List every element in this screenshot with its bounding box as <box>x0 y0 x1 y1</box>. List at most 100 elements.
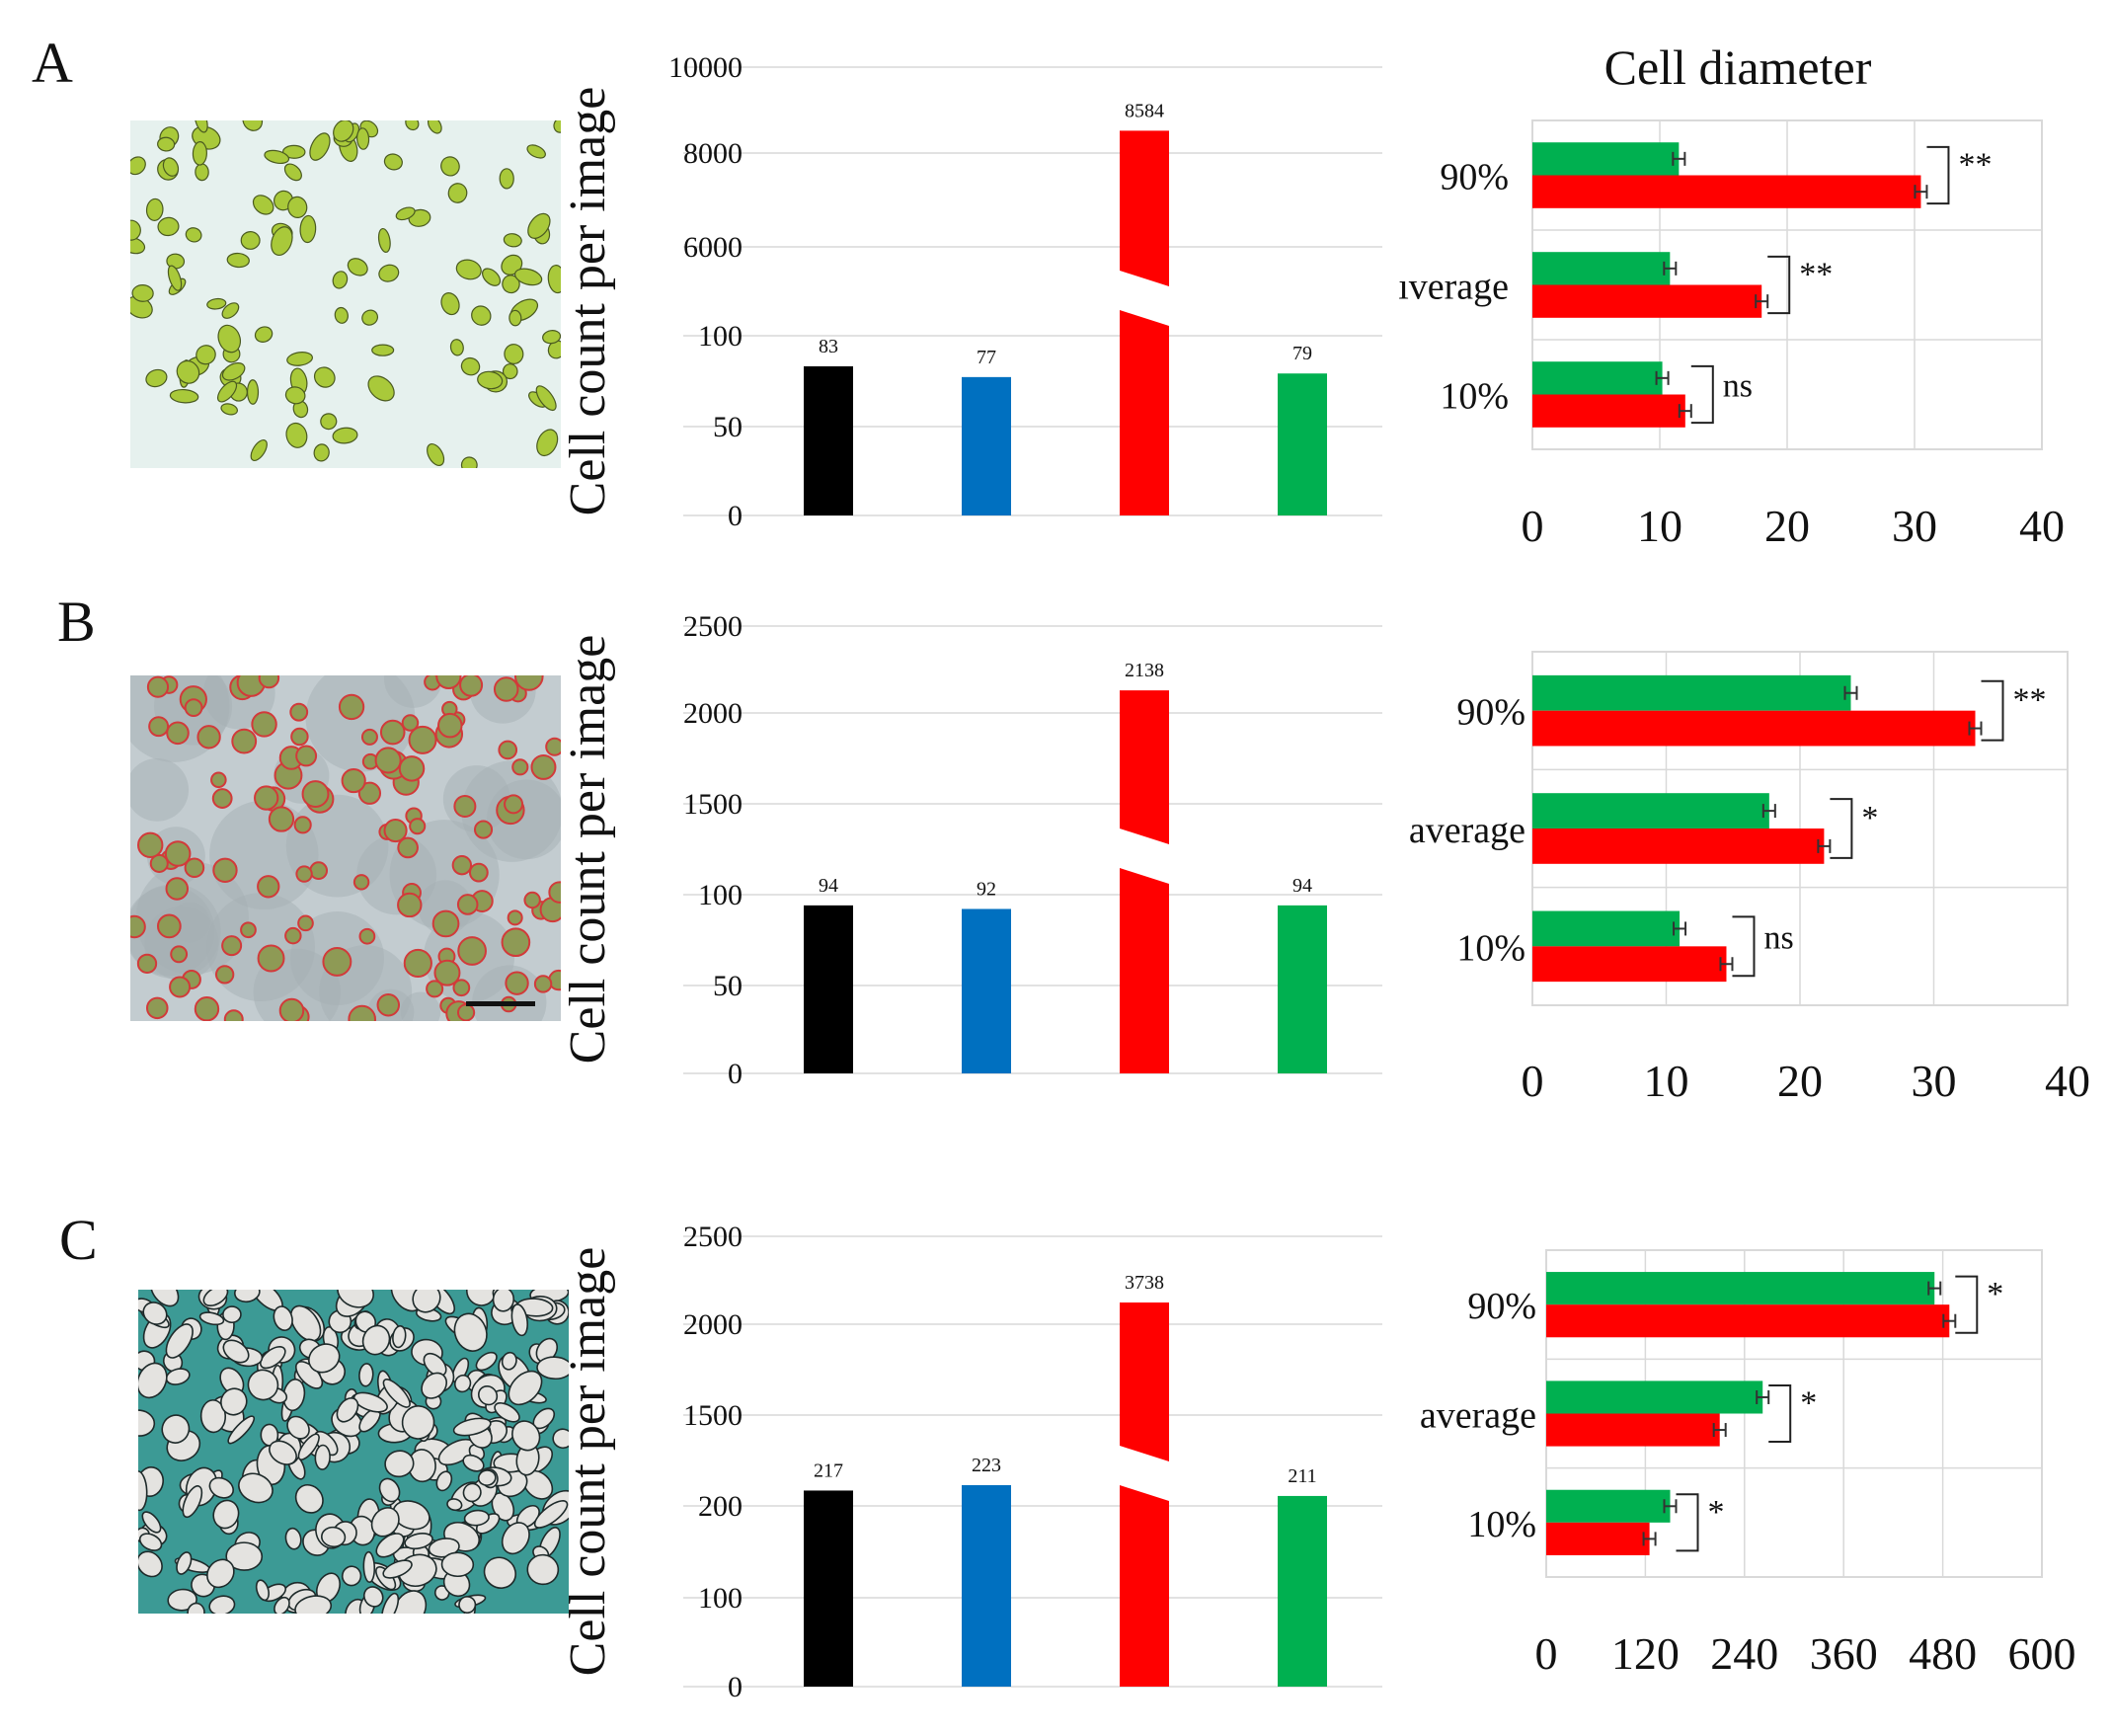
cell <box>501 1522 530 1555</box>
cell <box>452 1417 492 1437</box>
micrograph-stained-tissue <box>138 1290 569 1614</box>
significance-label: ns <box>1763 919 1793 956</box>
cell <box>508 1370 543 1406</box>
cell <box>361 309 379 326</box>
cell <box>252 195 274 215</box>
cell <box>510 1303 529 1337</box>
cell <box>503 233 522 248</box>
cell <box>216 380 238 403</box>
cell <box>382 1559 413 1579</box>
cell <box>240 230 261 250</box>
cell <box>446 1498 463 1512</box>
cell <box>427 443 445 466</box>
cell <box>358 1363 374 1387</box>
x-tick-label: 360 <box>1810 1628 1878 1679</box>
cell <box>202 1290 229 1307</box>
cell <box>145 368 168 388</box>
bar-green <box>1532 252 1671 285</box>
category-label: ıverage <box>1398 267 1509 308</box>
cell <box>169 976 192 998</box>
cell <box>255 1579 270 1602</box>
cell <box>449 339 464 356</box>
cell <box>138 1409 156 1437</box>
cell <box>498 740 518 760</box>
significance-label: * <box>1861 800 1878 836</box>
x-tick-label: 10 <box>1637 501 1682 551</box>
cell <box>146 996 169 1020</box>
cell <box>313 443 330 462</box>
cell <box>457 936 487 966</box>
cell <box>483 1556 516 1589</box>
y-tick-label: 100 <box>698 879 743 911</box>
cell <box>398 755 426 782</box>
cell <box>552 1428 569 1450</box>
bar-green <box>1546 1381 1763 1414</box>
cell <box>336 1397 359 1423</box>
y-tick-label: 2000 <box>683 1308 743 1341</box>
cell <box>440 1551 475 1578</box>
cell <box>542 330 561 345</box>
cell <box>504 344 524 364</box>
bar <box>962 376 1011 515</box>
y-axis-label: Cell count per image <box>560 1247 616 1677</box>
cell <box>176 1551 193 1575</box>
bar-green <box>1532 674 1851 711</box>
cell <box>361 1324 391 1356</box>
cell <box>508 309 522 327</box>
cell <box>381 1592 400 1614</box>
bar-red <box>1546 1304 1950 1338</box>
cell <box>184 698 203 717</box>
cell <box>455 259 482 280</box>
cell <box>314 1444 331 1470</box>
bar <box>804 365 853 515</box>
cell <box>370 1507 400 1538</box>
cell <box>431 909 460 938</box>
cell <box>523 891 541 909</box>
cell <box>362 1586 384 1608</box>
cell <box>198 1311 225 1326</box>
x-tick-label: 120 <box>1611 1628 1680 1679</box>
cell <box>378 1477 401 1503</box>
cell <box>286 1415 310 1440</box>
cell <box>150 1290 180 1307</box>
cell <box>348 1004 376 1021</box>
cell <box>269 1440 297 1465</box>
x-tick-label: 0 <box>1522 1056 1544 1106</box>
bar <box>1120 130 1169 286</box>
y-tick-label: 100 <box>698 1582 743 1615</box>
cell <box>320 1526 347 1548</box>
cell <box>383 153 403 171</box>
cell <box>433 959 461 986</box>
cell <box>332 427 358 444</box>
cell <box>138 1470 148 1512</box>
bar <box>1120 1302 1169 1461</box>
cell <box>463 1509 490 1527</box>
cell <box>533 1500 569 1529</box>
bar-data-label: 223 <box>972 1455 1001 1476</box>
cell <box>499 168 514 190</box>
x-tick-label: 480 <box>1909 1628 1977 1679</box>
cell <box>377 227 391 253</box>
cell <box>491 1492 515 1522</box>
panel-letter-b: B <box>57 590 96 654</box>
bar <box>1120 690 1169 844</box>
cell <box>281 144 306 159</box>
y-tick-label: 10000 <box>668 51 743 84</box>
bar-red <box>1532 175 1921 208</box>
cell <box>535 385 557 412</box>
cell <box>383 818 408 843</box>
y-axis-label: Cell count per image <box>560 635 616 1065</box>
cell <box>130 156 146 176</box>
cell <box>169 388 199 404</box>
cell <box>507 909 523 926</box>
cell <box>217 324 242 354</box>
cell <box>220 403 238 416</box>
cell <box>254 326 274 343</box>
x-tick-label: 30 <box>1892 501 1937 551</box>
category-label: 90% <box>1440 157 1509 198</box>
background-blob <box>130 757 190 822</box>
cell <box>360 728 378 746</box>
category-label: 10% <box>1456 927 1525 969</box>
cell <box>166 721 190 746</box>
cell <box>142 1302 168 1325</box>
